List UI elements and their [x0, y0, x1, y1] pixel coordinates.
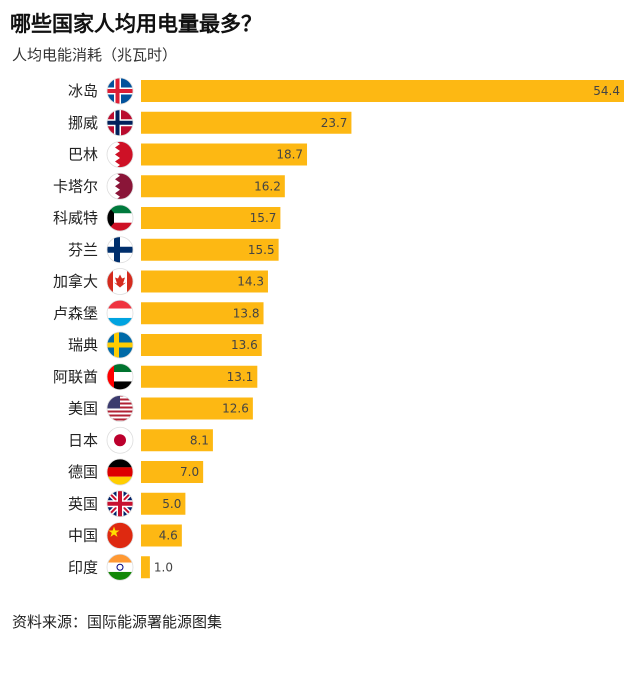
canada-flag-icon [106, 268, 134, 295]
category-label: 巴林 [68, 146, 98, 164]
qatar-flag-icon [106, 172, 134, 200]
category-label: 中国 [68, 527, 98, 545]
category-label: 冰岛 [68, 82, 98, 100]
category-label: 挪威 [68, 114, 98, 132]
category-label: 卡塔尔 [53, 177, 98, 195]
finland-flag-icon [106, 236, 134, 264]
chart-title: 哪些国家人均用电量最多？ [10, 12, 262, 36]
bar-value-label: 8.1 [190, 433, 209, 447]
bar [141, 492, 186, 515]
uk-flag-icon [106, 490, 134, 518]
germany-flag-icon [106, 458, 134, 486]
source-note: 资料来源：国际能源署能源图集 [12, 613, 223, 631]
bar-value-label: 7.0 [180, 465, 199, 479]
bar [141, 556, 150, 579]
bar [141, 524, 182, 547]
category-label: 英国 [68, 495, 98, 513]
category-label: 加拿大 [53, 273, 98, 291]
bar [141, 365, 258, 388]
bar-value-label: 5.0 [162, 497, 181, 511]
category-label: 科威特 [53, 209, 98, 227]
norway-flag-icon [106, 109, 134, 137]
bar [141, 270, 268, 293]
bar [141, 334, 262, 356]
category-label: 美国 [68, 400, 98, 418]
uae-flag-icon [106, 363, 134, 391]
category-label: 阿联酋 [53, 368, 98, 386]
china-flag-icon [106, 522, 134, 549]
bar-value-label: 12.6 [222, 402, 249, 416]
bar [141, 429, 213, 452]
bar-value-label: 15.5 [248, 243, 275, 257]
category-label: 德国 [68, 463, 98, 481]
usa-flag-icon [106, 395, 134, 422]
bar-value-label: 16.2 [254, 179, 281, 193]
bar-value-label: 18.7 [276, 148, 303, 162]
bar-value-label: 1.0 [154, 560, 173, 574]
bar [141, 207, 281, 229]
iceland-flag-icon [106, 77, 134, 105]
japan-flag-icon [106, 426, 134, 454]
sweden-flag-icon [106, 331, 134, 359]
category-label: 芬兰 [68, 241, 98, 259]
bar-value-label: 13.1 [227, 370, 254, 384]
luxembourg-flag-icon [106, 299, 134, 327]
kuwait-flag-icon [106, 204, 134, 232]
bahrain-flag-icon [106, 141, 134, 168]
bar [141, 302, 264, 325]
bar-value-label: 13.6 [231, 338, 258, 352]
bar-value-label: 23.7 [321, 116, 348, 130]
bar-value-label: 54.4 [593, 84, 620, 98]
bar-value-label: 13.8 [233, 306, 260, 320]
category-label: 卢森堡 [53, 304, 98, 322]
bar-value-label: 14.3 [237, 275, 264, 289]
category-label: 日本 [68, 431, 98, 449]
chart-subtitle: 人均电能消耗（兆瓦时） [12, 46, 178, 64]
category-label: 瑞典 [68, 336, 98, 354]
bar [141, 143, 308, 166]
bar [141, 397, 253, 420]
category-label: 印度 [68, 558, 98, 576]
bar-value-label: 15.7 [250, 211, 277, 225]
india-flag-icon [106, 553, 134, 581]
bar [141, 461, 204, 483]
bar-value-label: 4.6 [159, 529, 178, 543]
bar [141, 238, 279, 261]
bar [141, 175, 285, 198]
bar [141, 111, 352, 134]
bar [141, 80, 624, 102]
